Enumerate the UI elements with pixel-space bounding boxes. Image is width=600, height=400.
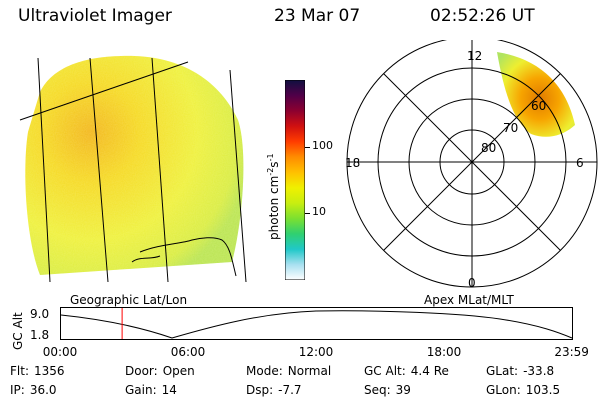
mlt-spoke bbox=[383, 73, 561, 251]
info-key: Door: bbox=[125, 364, 158, 378]
info-key: GLon: bbox=[486, 383, 521, 397]
info-field: Dsp: -7.7 bbox=[246, 383, 302, 397]
color-scale-bar bbox=[285, 80, 305, 280]
info-field: Mode: Normal bbox=[246, 364, 331, 378]
altitude-plot bbox=[60, 307, 573, 340]
info-key: IP: bbox=[10, 383, 25, 397]
apex-caption: Apex MLat/MLT bbox=[424, 293, 514, 307]
altitude-curve bbox=[60, 310, 573, 339]
info-value: 103.5 bbox=[525, 383, 561, 397]
instrument-title: Ultraviolet Imager bbox=[18, 6, 172, 26]
lat-lon-grid bbox=[19, 57, 247, 283]
info-key: GLat: bbox=[486, 364, 519, 378]
geographic-image bbox=[19, 55, 247, 283]
auroral-oval-region bbox=[497, 52, 575, 137]
info-key: GC Alt: bbox=[364, 364, 406, 378]
altplot-xtick-label: 06:00 bbox=[170, 345, 206, 359]
color-scale-tick-mark bbox=[305, 146, 310, 148]
info-value: 1356 bbox=[33, 364, 65, 378]
observation-time: 02:52:26 UT bbox=[430, 6, 535, 26]
info-field: Flt: 1356 bbox=[10, 364, 65, 378]
info-field: Door: Open bbox=[125, 364, 195, 378]
mlt-label-0: 0 bbox=[468, 276, 476, 290]
info-key: Seq: bbox=[364, 383, 391, 397]
geographic-caption: Geographic Lat/Lon bbox=[70, 293, 188, 307]
info-field: GLat: -33.8 bbox=[486, 364, 554, 378]
polar-labels: 12 18 6 0 80 70 60 bbox=[345, 49, 584, 290]
mlt-label-6: 6 bbox=[576, 156, 584, 170]
altplot-ytick-high: 9.0 bbox=[30, 307, 50, 321]
info-key: Mode: bbox=[246, 364, 283, 378]
altplot-xtick-label: 12:00 bbox=[298, 345, 334, 359]
info-field: GLon: 103.5 bbox=[486, 383, 560, 397]
info-value: 4.4 Re bbox=[410, 364, 449, 378]
mlat-label-70: 70 bbox=[503, 121, 518, 135]
info-value: -33.8 bbox=[523, 364, 555, 378]
altplot-ylabel: GC Alt bbox=[11, 312, 25, 350]
color-scale-tick-label: 10 bbox=[312, 205, 326, 219]
mlt-label-12: 12 bbox=[467, 49, 482, 63]
info-value: Open bbox=[162, 364, 195, 378]
observation-date: 23 Mar 07 bbox=[274, 6, 361, 26]
info-value: -7.7 bbox=[278, 383, 302, 397]
info-field: Gain: 14 bbox=[125, 383, 177, 397]
altplot-xtick-label: 00:00 bbox=[42, 345, 78, 359]
info-key: Gain: bbox=[125, 383, 157, 397]
color-scale-tick-mark bbox=[305, 213, 310, 215]
info-field: Seq: 39 bbox=[364, 383, 411, 397]
altplot-ytick-low: 1.8 bbox=[30, 328, 50, 342]
info-key: Flt: bbox=[10, 364, 29, 378]
mlat-label-80: 80 bbox=[481, 141, 496, 155]
polar-mlat-mlt-plot: 12 18 6 0 80 70 60 bbox=[345, 40, 598, 290]
polar-grid bbox=[346, 40, 598, 288]
mlt-label-18: 18 bbox=[345, 156, 360, 170]
mlat-label-60: 60 bbox=[531, 99, 546, 113]
info-value: 36.0 bbox=[29, 383, 57, 397]
color-scale-tick-label: 100 bbox=[312, 138, 333, 152]
info-field: GC Alt: 4.4 Re bbox=[364, 364, 449, 378]
info-key: Dsp: bbox=[246, 383, 274, 397]
info-field: IP: 36.0 bbox=[10, 383, 57, 397]
color-scale-label: photon cm-2s-1 bbox=[266, 153, 281, 240]
info-value: 14 bbox=[161, 383, 177, 397]
altplot-xtick-label: 18:00 bbox=[426, 345, 462, 359]
info-value: 39 bbox=[395, 383, 411, 397]
info-value: Normal bbox=[287, 364, 332, 378]
altplot-xtick-label: 23:59 bbox=[554, 345, 589, 359]
